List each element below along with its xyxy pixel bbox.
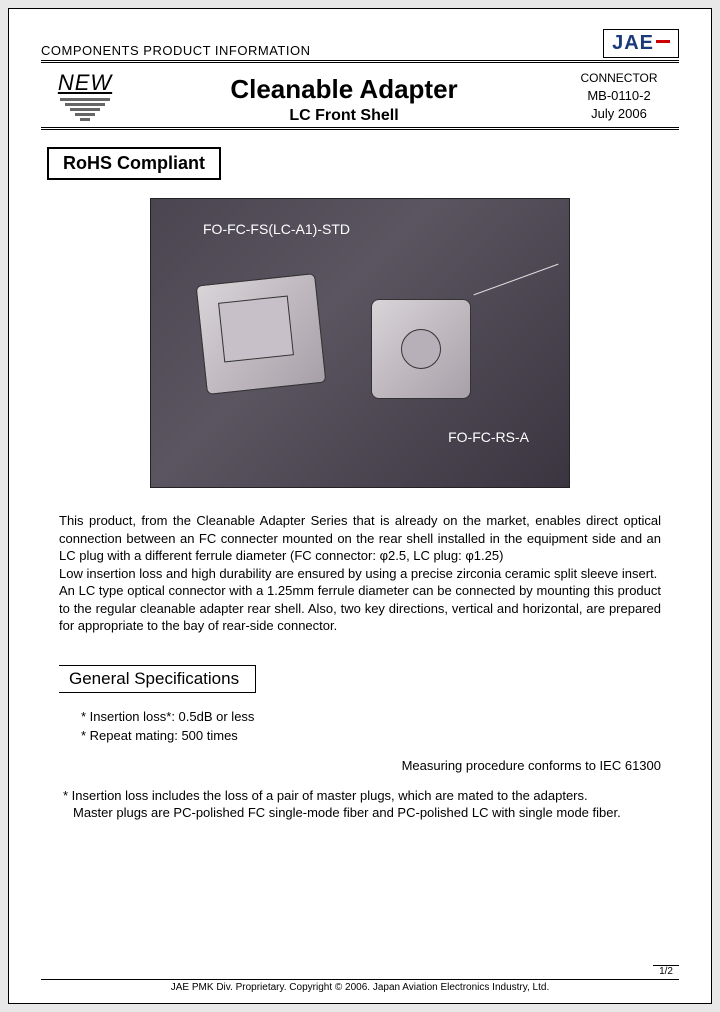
footnote: * Insertion loss includes the loss of a … [41, 787, 679, 822]
sub-title: LC Front Shell [129, 107, 559, 125]
spec-item-2: * Repeat mating: 500 times [81, 726, 661, 746]
doc-number: MB-0110-2 [559, 87, 679, 105]
compliance-badge: RoHS Compliant [47, 147, 221, 180]
header-rule [41, 60, 679, 64]
new-badge-text: NEW [41, 70, 129, 96]
fiber-line-icon [474, 264, 559, 296]
product-photo: FO-FC-FS(LC-A1)-STD FO-FC-RS-A [150, 198, 570, 488]
footer-copyright: JAE PMK Div. Proprietary. Copyright © 20… [41, 982, 679, 993]
spec-list: * Insertion loss*: 0.5dB or less * Repea… [41, 707, 679, 746]
body-para-2: Low insertion loss and high durability a… [59, 565, 661, 583]
page-number: 1/2 [653, 965, 679, 979]
logo-accent-icon [656, 40, 670, 43]
logo-text: JAE [612, 32, 654, 54]
chevron-down-icon [60, 98, 110, 121]
body-para-3: An LC type optical connector with a 1.25… [59, 582, 661, 635]
new-badge: NEW [41, 70, 129, 123]
footnote-line-1: * Insertion loss includes the loss of a … [73, 787, 661, 805]
page: COMPONENTS PRODUCT INFORMATION JAE NEW C… [8, 8, 712, 1004]
product-category: CONNECTOR [559, 70, 679, 87]
main-title: Cleanable Adapter [129, 74, 559, 105]
body-text: This product, from the Cleanable Adapter… [41, 512, 679, 635]
photo-label-top: FO-FC-FS(LC-A1)-STD [203, 221, 350, 237]
logo-box: JAE [603, 29, 679, 58]
section-heading: General Specifications [59, 665, 256, 693]
header-row: COMPONENTS PRODUCT INFORMATION JAE [41, 29, 679, 58]
footer-rule [41, 979, 679, 980]
doc-date: July 2006 [559, 105, 679, 123]
title-block: NEW Cleanable Adapter LC Front Shell CON… [41, 70, 679, 125]
part-front-shell-inner-icon [218, 296, 294, 363]
footer: 1/2 JAE PMK Div. Proprietary. Copyright … [41, 979, 679, 993]
spec-item-1: * Insertion loss*: 0.5dB or less [81, 707, 661, 727]
title-right: CONNECTOR MB-0110-2 July 2006 [559, 70, 679, 123]
part-rear-shell-center-icon [401, 329, 441, 369]
spec-note: Measuring procedure conforms to IEC 6130… [41, 746, 679, 787]
title-rule [41, 127, 679, 131]
title-center: Cleanable Adapter LC Front Shell [129, 70, 559, 125]
doc-category: COMPONENTS PRODUCT INFORMATION [41, 43, 310, 58]
footnote-line-2: Master plugs are PC-polished FC single-m… [73, 804, 661, 822]
body-para-1: This product, from the Cleanable Adapter… [59, 512, 661, 565]
photo-label-bottom: FO-FC-RS-A [448, 429, 529, 445]
